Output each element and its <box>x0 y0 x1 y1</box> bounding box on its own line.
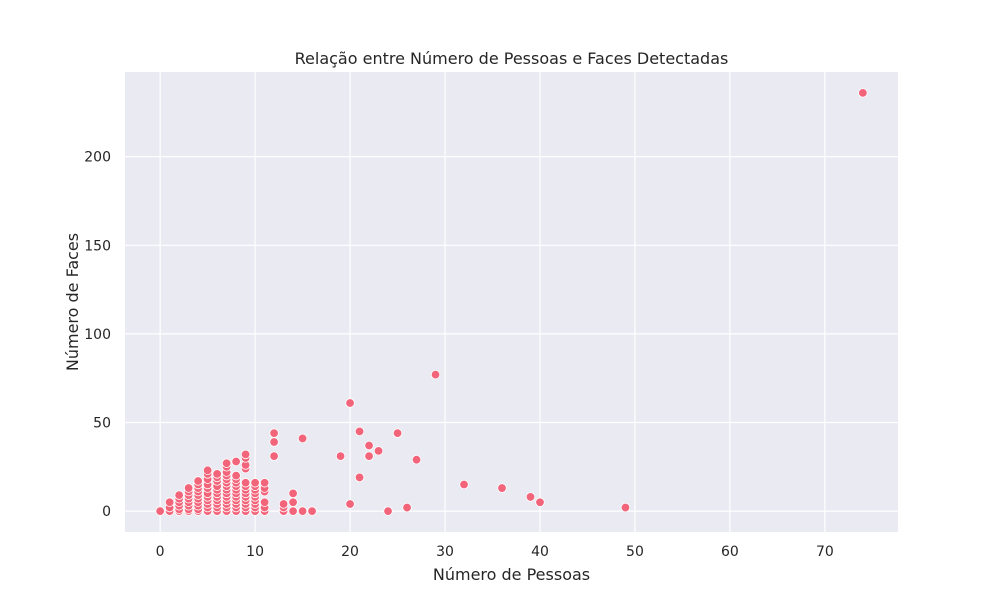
x-tick-label: 60 <box>721 544 739 560</box>
data-point <box>193 476 203 486</box>
data-point <box>202 465 213 476</box>
x-axis-ticks: 0 10 20 30 40 50 60 70 <box>156 544 834 560</box>
data-point <box>497 483 507 493</box>
data-point <box>525 492 536 502</box>
data-point <box>174 490 184 500</box>
data-point <box>183 483 194 493</box>
data-point <box>278 499 289 509</box>
y-tick-label: 100 <box>84 327 111 343</box>
data-point <box>288 506 298 516</box>
data-point <box>221 458 232 468</box>
data-point <box>459 479 469 490</box>
data-point <box>383 506 393 516</box>
data-point <box>250 478 260 488</box>
data-point <box>535 497 545 507</box>
data-point <box>354 472 365 483</box>
data-point <box>430 369 441 380</box>
data-point <box>259 497 270 507</box>
data-point <box>212 469 222 479</box>
data-point <box>364 440 374 451</box>
grid-lines <box>125 72 898 532</box>
data-point <box>392 428 403 438</box>
y-tick-label: 0 <box>102 504 111 520</box>
chart-title: Relação entre Número de Pessoas e Faces … <box>295 49 729 68</box>
data-point <box>307 506 317 516</box>
data-point <box>269 437 279 447</box>
data-point <box>373 446 384 456</box>
data-point <box>858 88 868 98</box>
y-axis-ticks: 0 50 100 150 200 <box>84 150 111 520</box>
data-point <box>155 506 165 516</box>
data-point <box>335 451 346 461</box>
y-axis-label: Número de Faces <box>63 233 82 371</box>
data-point <box>288 497 298 507</box>
data-point <box>231 456 241 467</box>
x-tick-label: 30 <box>436 544 454 560</box>
data-point <box>411 455 422 465</box>
data-point <box>240 449 251 460</box>
plot-area <box>125 72 898 532</box>
y-tick-label: 50 <box>93 415 111 431</box>
y-tick-label: 150 <box>84 238 111 254</box>
data-point <box>364 451 374 461</box>
data-point <box>345 398 355 408</box>
data-point <box>297 433 308 444</box>
data-point <box>164 497 175 507</box>
data-point <box>240 478 251 488</box>
data-point <box>620 502 631 513</box>
data-point <box>354 426 365 437</box>
x-tick-label: 70 <box>816 544 834 560</box>
x-tick-label: 40 <box>531 544 549 560</box>
x-tick-label: 10 <box>246 544 264 560</box>
x-tick-label: 20 <box>341 544 359 560</box>
data-point <box>297 506 308 516</box>
x-tick-label: 0 <box>156 544 165 560</box>
data-point <box>269 451 279 461</box>
data-point <box>269 428 279 438</box>
x-tick-label: 50 <box>626 544 644 560</box>
data-point <box>345 499 355 509</box>
x-axis-label: Número de Pessoas <box>433 565 590 584</box>
data-point <box>259 478 270 488</box>
data-point <box>288 488 298 499</box>
data-points <box>155 88 868 516</box>
data-point <box>402 502 412 513</box>
y-tick-label: 200 <box>84 150 111 166</box>
data-point <box>231 470 241 481</box>
